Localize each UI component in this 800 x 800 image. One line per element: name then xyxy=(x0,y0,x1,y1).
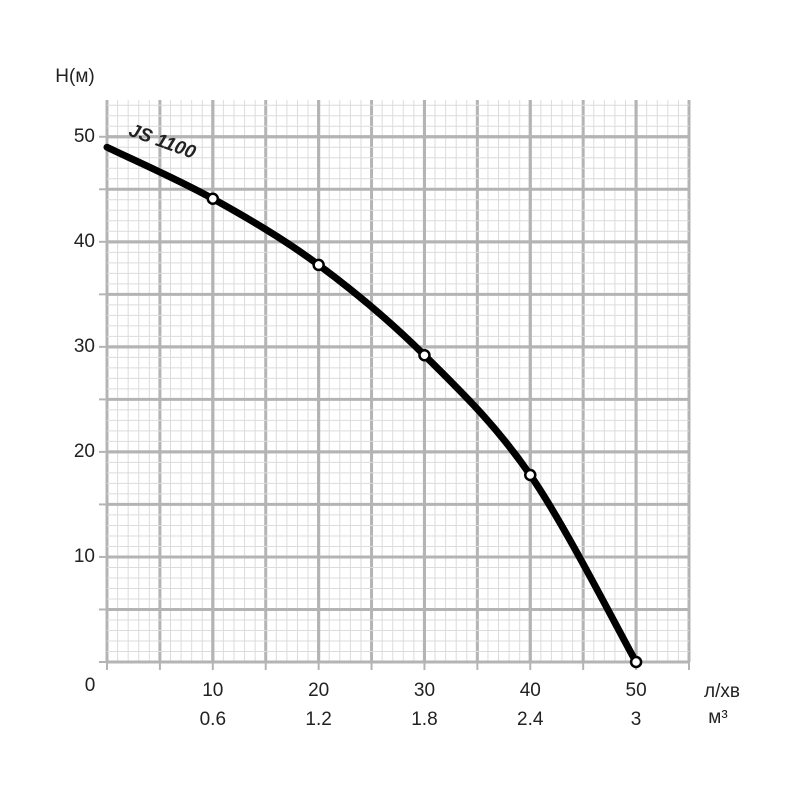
x2-tick-label: 1.8 xyxy=(411,709,437,730)
point-marker xyxy=(206,192,220,205)
x2-axis-label: м³ xyxy=(708,707,727,728)
y-tick-label: 10 xyxy=(74,546,95,567)
y-tick-label: 50 xyxy=(74,126,95,147)
x-tick-label: 50 xyxy=(626,680,647,701)
x-axis-label: л/хв xyxy=(704,681,740,702)
x-tick-label: 40 xyxy=(520,680,541,701)
y-axis-label: H(м) xyxy=(55,66,94,87)
point-marker xyxy=(418,349,431,362)
point-marker xyxy=(312,258,325,272)
y-tick-label: 30 xyxy=(74,336,95,357)
y-tick-label: 40 xyxy=(74,231,95,252)
y-tick-label: 0 xyxy=(85,675,96,696)
x-tick-label: 20 xyxy=(308,680,329,701)
x2-tick-label: 1.2 xyxy=(305,709,331,730)
point-marker xyxy=(524,468,537,482)
y-tick-label: 20 xyxy=(74,441,95,462)
x2-tick-label: 3 xyxy=(631,709,642,730)
x2-tick-label: 0.6 xyxy=(200,709,226,730)
x2-tick-label: 2.4 xyxy=(517,709,544,730)
x-tick-label: 30 xyxy=(414,680,435,701)
x-tick-label: 10 xyxy=(202,680,223,701)
point-marker xyxy=(629,655,643,669)
